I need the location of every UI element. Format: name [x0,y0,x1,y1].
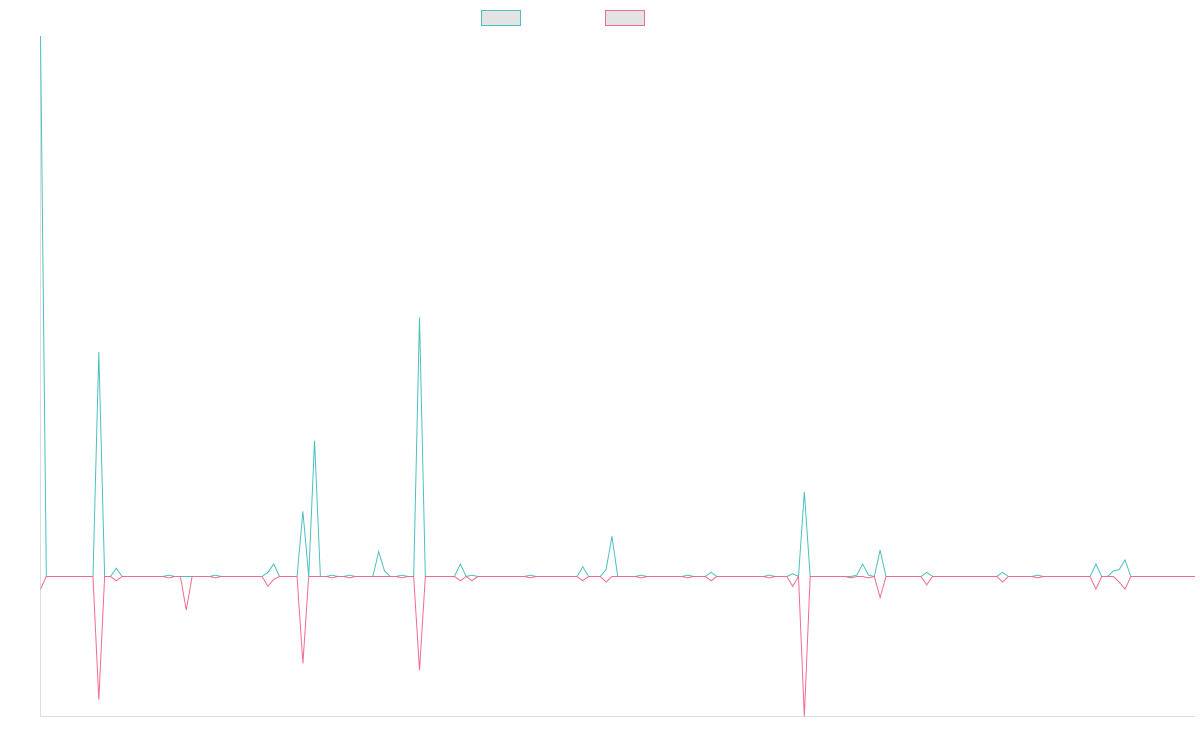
legend [481,10,645,26]
series-layer [40,35,1195,717]
legend-swatch-1[interactable] [481,10,521,26]
series-line-2 [40,574,1195,717]
series-line-1 [40,35,1195,578]
axes [40,36,1195,717]
legend-swatch-2[interactable] [605,10,645,26]
